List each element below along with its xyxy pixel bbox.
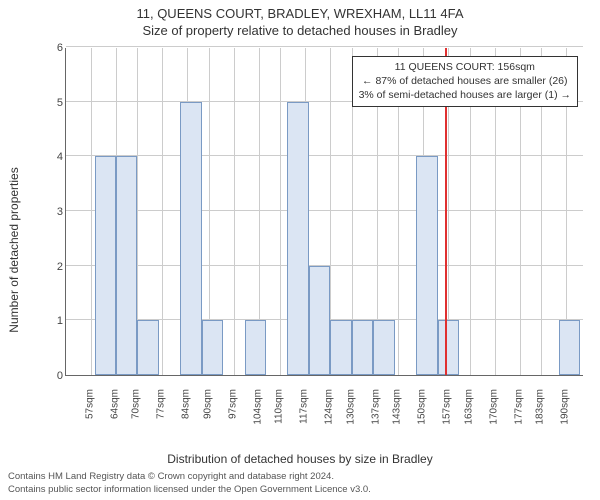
x-tick: 124sqm	[324, 389, 335, 425]
bar	[180, 102, 201, 375]
y-tick: 1	[47, 315, 63, 327]
title-sub: Size of property relative to detached ho…	[0, 21, 600, 38]
x-tick: 130sqm	[345, 389, 356, 425]
bar	[330, 320, 351, 375]
bar	[352, 320, 373, 375]
y-tick: 3	[47, 206, 63, 218]
y-tick: 2	[47, 261, 63, 273]
bar	[202, 320, 223, 375]
bar	[416, 156, 437, 375]
x-tick: 117sqm	[299, 389, 310, 424]
x-tick: 163sqm	[463, 389, 474, 425]
x-tick: 143sqm	[392, 389, 403, 425]
x-tick: 64sqm	[110, 389, 121, 419]
y-tick: 6	[47, 42, 63, 54]
x-axis-label: Distribution of detached houses by size …	[0, 452, 600, 466]
y-tick: 0	[47, 370, 63, 382]
y-tick: 5	[47, 97, 63, 109]
x-tick: 157sqm	[442, 389, 453, 425]
info-line-2: ← 87% of detached houses are smaller (26…	[359, 74, 571, 88]
x-tick: 110sqm	[274, 389, 285, 424]
x-tick: 104sqm	[252, 389, 263, 425]
info-line-1: 11 QUEENS COURT: 156sqm	[359, 60, 571, 74]
x-tick: 177sqm	[513, 389, 524, 425]
x-tick: 183sqm	[535, 389, 546, 425]
gridline-v	[234, 48, 235, 375]
x-tick: 190sqm	[560, 389, 571, 425]
x-tick: 170sqm	[488, 389, 499, 425]
info-box: 11 QUEENS COURT: 156sqm ← 87% of detache…	[352, 56, 578, 107]
bar	[245, 320, 266, 375]
gridline-v	[280, 48, 281, 375]
y-tick: 4	[47, 151, 63, 163]
footer-line-1: Contains HM Land Registry data © Crown c…	[8, 471, 371, 483]
x-tick: 97sqm	[227, 389, 238, 419]
footer: Contains HM Land Registry data © Crown c…	[8, 471, 371, 496]
x-tick: 150sqm	[417, 389, 428, 425]
bar	[559, 320, 580, 375]
bar	[373, 320, 394, 375]
x-tick: 137sqm	[370, 389, 381, 425]
x-tick: 77sqm	[156, 389, 167, 419]
title-main: 11, QUEENS COURT, BRADLEY, WREXHAM, LL11…	[0, 0, 600, 21]
bar	[438, 320, 459, 375]
y-axis-label: Number of detached properties	[7, 167, 21, 332]
bar	[95, 156, 116, 375]
gridline-h	[66, 155, 583, 156]
gridline-h	[66, 210, 583, 211]
x-tick: 84sqm	[181, 389, 192, 419]
bar	[309, 266, 330, 375]
bar	[137, 320, 158, 375]
gridline-v	[91, 48, 92, 375]
bar	[116, 156, 137, 375]
info-line-3: 3% of semi-detached houses are larger (1…	[359, 88, 571, 102]
x-tick: 70sqm	[131, 389, 142, 419]
footer-line-2: Contains public sector information licen…	[8, 484, 371, 496]
x-tick: 90sqm	[202, 389, 213, 419]
x-tick: 57sqm	[85, 389, 96, 419]
gridline-v	[162, 48, 163, 375]
bar	[287, 102, 308, 375]
gridline-h	[66, 46, 583, 47]
